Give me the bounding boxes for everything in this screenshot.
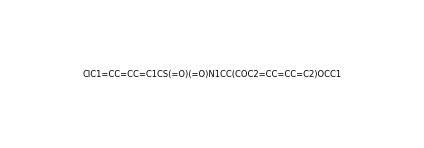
Text: ClC1=CC=CC=C1CS(=O)(=O)N1CC(COC2=CC=CC=C2)OCC1: ClC1=CC=CC=C1CS(=O)(=O)N1CC(COC2=CC=CC=C… <box>82 70 342 78</box>
